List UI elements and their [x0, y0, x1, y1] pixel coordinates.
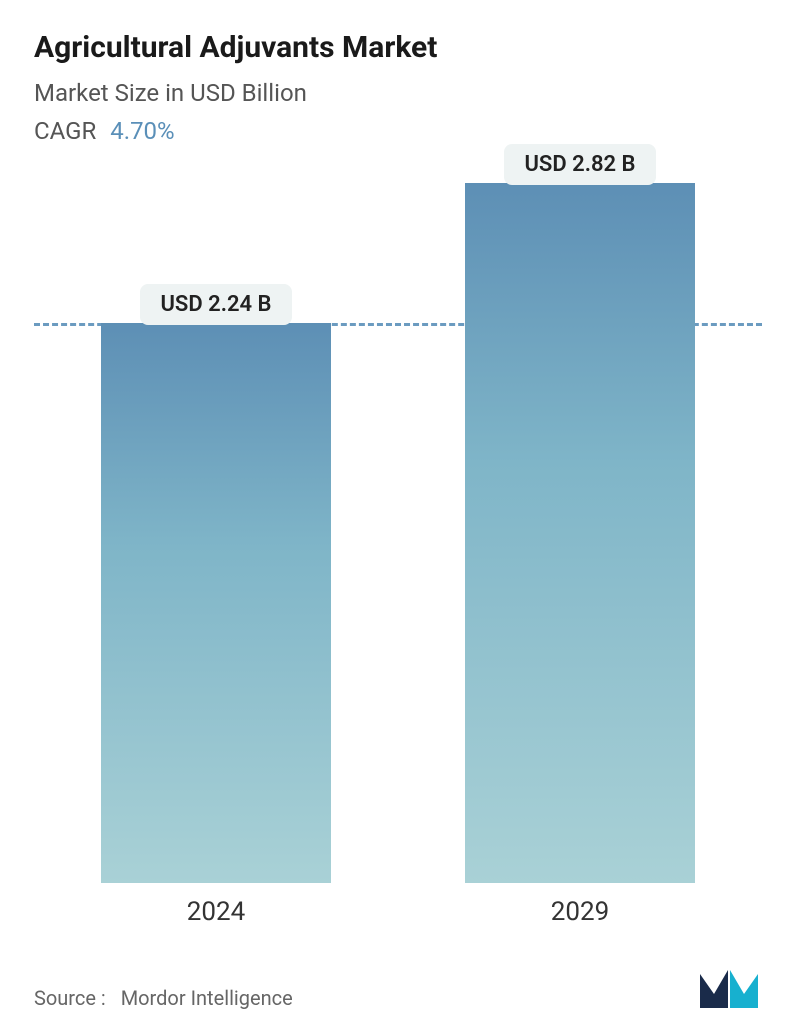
chart-container: Agricultural Adjuvants Market Market Siz… — [0, 0, 796, 1034]
mordor-logo-icon — [698, 966, 762, 1010]
value-pill-2024: USD 2.24 B — [140, 284, 291, 325]
footer: Source : Mordor Intelligence — [34, 966, 762, 1010]
bar-group-2024: USD 2.24 B — [86, 284, 346, 883]
chart-area: USD 2.24 B USD 2.82 B — [34, 163, 762, 883]
cagr-value: 4.70% — [110, 117, 174, 145]
bar-2029 — [465, 183, 695, 883]
value-pill-2029: USD 2.82 B — [504, 144, 655, 185]
source-name: Mordor Intelligence — [121, 986, 293, 1010]
x-label-2029: 2029 — [450, 897, 710, 927]
x-axis-row: 2024 2029 — [34, 883, 762, 927]
chart-title: Agricultural Adjuvants Market — [34, 30, 762, 65]
bar-group-2029: USD 2.82 B — [450, 144, 710, 883]
source-label: Source : — [34, 986, 106, 1010]
source-text: Source : Mordor Intelligence — [34, 986, 293, 1010]
bars-row: USD 2.24 B USD 2.82 B — [34, 163, 762, 883]
chart-subtitle: Market Size in USD Billion — [34, 79, 762, 107]
cagr-row: CAGR 4.70% — [34, 117, 762, 145]
bar-2024 — [101, 323, 331, 883]
x-label-2024: 2024 — [86, 897, 346, 927]
cagr-label: CAGR — [34, 117, 96, 145]
